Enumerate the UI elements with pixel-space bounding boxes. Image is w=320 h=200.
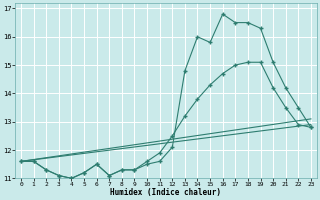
- X-axis label: Humidex (Indice chaleur): Humidex (Indice chaleur): [110, 188, 221, 197]
